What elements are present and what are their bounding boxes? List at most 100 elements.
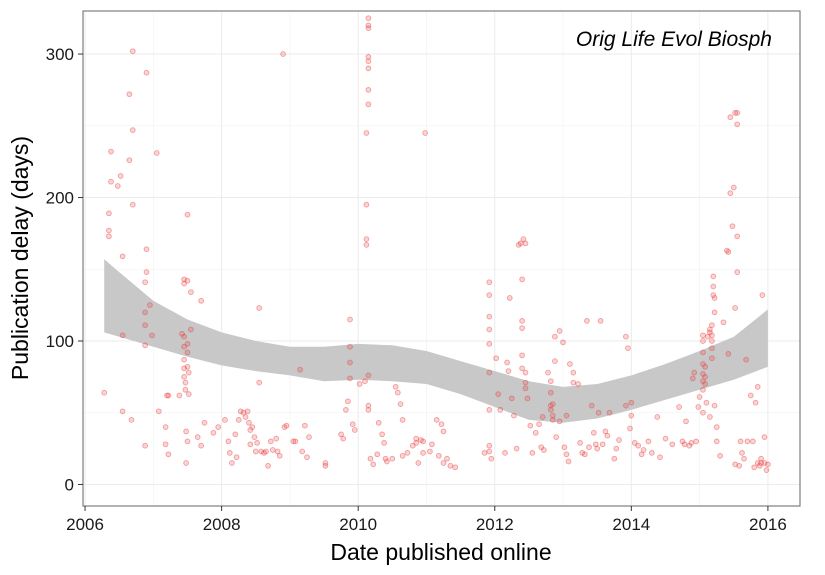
data-point — [256, 379, 263, 386]
data-point — [114, 183, 121, 189]
data-point — [188, 326, 194, 333]
data-point — [486, 341, 493, 347]
data-point — [184, 341, 191, 347]
data-point — [623, 402, 629, 409]
data-point — [495, 391, 502, 397]
data-point — [381, 440, 387, 446]
data-point — [734, 121, 741, 128]
data-point — [599, 441, 606, 448]
data-point — [215, 424, 222, 430]
y-axis-label: Publication delay (days) — [7, 136, 33, 380]
data-point — [732, 461, 738, 468]
data-point — [347, 375, 353, 382]
data-point — [662, 435, 669, 442]
data-point — [743, 356, 749, 363]
y-tick-label: 100 — [46, 332, 74, 351]
data-point — [519, 325, 525, 331]
data-point — [751, 464, 758, 471]
smooth-band-layer — [104, 259, 768, 423]
data-point — [710, 273, 717, 280]
data-point — [732, 305, 738, 311]
data-point — [185, 369, 192, 376]
data-point — [362, 378, 368, 385]
data-point — [273, 435, 280, 442]
data-point — [418, 437, 424, 443]
data-point — [592, 441, 599, 448]
data-point — [119, 408, 126, 415]
data-point — [758, 455, 764, 462]
data-point — [527, 422, 534, 429]
data-point — [645, 438, 652, 445]
data-point — [365, 101, 372, 108]
data-point — [363, 242, 370, 248]
data-point — [181, 356, 187, 363]
data-point — [365, 22, 372, 29]
data-point — [734, 233, 741, 240]
data-point — [707, 329, 713, 336]
data-point — [297, 366, 303, 373]
data-point — [686, 442, 693, 449]
data-point — [409, 442, 416, 449]
data-point — [106, 227, 112, 234]
data-point — [347, 343, 353, 350]
data-point — [497, 407, 504, 413]
data-point — [688, 440, 695, 446]
data-point — [627, 425, 633, 432]
data-point — [486, 448, 493, 455]
data-point — [519, 352, 525, 359]
data-point — [519, 276, 525, 283]
y-tick-label: 300 — [46, 45, 74, 64]
data-point — [486, 326, 493, 333]
data-point — [549, 417, 556, 423]
data-point — [522, 369, 529, 376]
data-point — [182, 379, 189, 386]
data-point — [488, 455, 495, 462]
data-point — [210, 429, 217, 436]
data-point — [702, 363, 708, 370]
data-point — [237, 408, 244, 415]
data-point — [126, 157, 133, 164]
data-point — [389, 455, 396, 462]
data-point — [522, 385, 529, 392]
data-point — [635, 442, 642, 449]
data-point — [119, 253, 126, 260]
data-point — [162, 441, 169, 448]
data-point — [274, 448, 281, 455]
data-point — [222, 417, 228, 423]
data-point — [155, 408, 162, 415]
data-point — [394, 389, 401, 396]
data-point — [570, 379, 577, 386]
data-point — [586, 444, 592, 451]
data-point — [588, 402, 595, 409]
data-point — [539, 414, 546, 420]
data-point — [734, 269, 741, 275]
data-point — [711, 295, 718, 301]
data-point — [691, 369, 698, 376]
data-point — [744, 438, 751, 445]
data-point — [365, 15, 372, 22]
data-point — [519, 365, 525, 372]
data-point — [611, 455, 618, 462]
data-point — [397, 401, 404, 407]
data-point — [700, 361, 706, 367]
data-point — [700, 409, 706, 416]
data-point — [246, 419, 252, 426]
data-point — [374, 451, 381, 458]
data-point — [717, 452, 723, 459]
data-point — [536, 421, 542, 428]
data-point — [481, 450, 488, 456]
data-point — [181, 365, 187, 372]
data-point — [556, 328, 563, 334]
data-point — [486, 407, 493, 413]
data-point — [681, 441, 688, 448]
data-point — [413, 435, 420, 442]
data-point — [281, 424, 288, 430]
data-point — [347, 359, 353, 366]
data-point — [552, 333, 558, 340]
data-point — [429, 441, 435, 448]
y-axis-ticks: 0 100 200 300 — [46, 45, 83, 494]
data-point — [242, 414, 249, 420]
data-point — [249, 424, 256, 430]
data-point — [251, 434, 258, 440]
data-point — [181, 374, 187, 380]
